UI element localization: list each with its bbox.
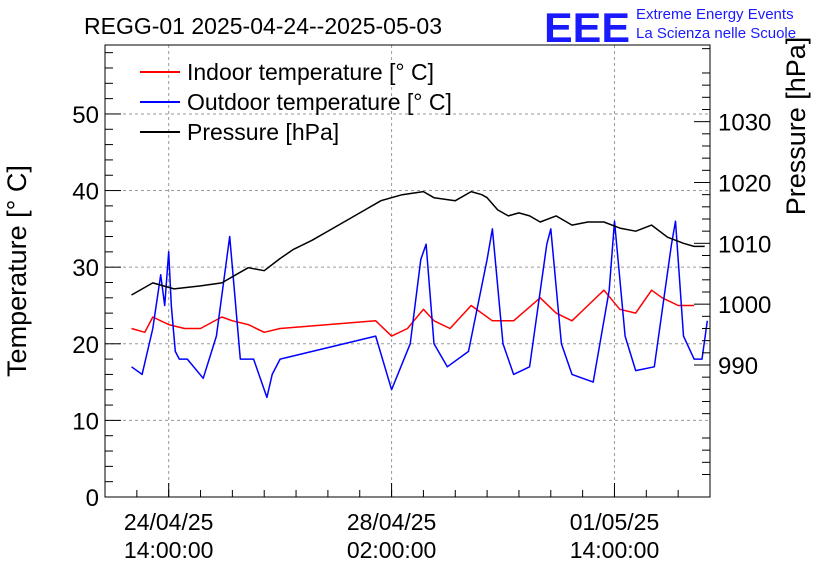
logo-line-2: La Scienza nelle Scuole xyxy=(636,25,796,42)
y-left-tick-label: 10 xyxy=(72,408,99,435)
x-tick-label-time: 14:00:00 xyxy=(570,537,660,563)
series-line-2 xyxy=(131,190,705,296)
x-tick-label-time: 14:00:00 xyxy=(124,537,214,563)
eee-logo: EEE Extreme Energy Events La Scienza nel… xyxy=(544,4,796,51)
series-line-1 xyxy=(131,220,709,399)
legend-label-0: Indoor temperature [° C] xyxy=(187,59,434,85)
legend-label-1: Outdoor temperature [° C] xyxy=(187,89,452,115)
legend: Indoor temperature [° C] Outdoor temperat… xyxy=(140,59,452,145)
x-tick-label-time: 02:00:00 xyxy=(347,537,437,563)
x-tick-label-date: 24/04/25 xyxy=(124,509,214,535)
grid-lines xyxy=(105,45,710,497)
y-right-tick-label: 990 xyxy=(718,353,758,380)
chart-title: REGG-01 2025-04-24--2025-05-03 xyxy=(84,13,442,39)
axes: 01020304050990100010101020103024/04/2514… xyxy=(72,48,771,563)
y-axis-right-label: Pressure [hPa] xyxy=(781,37,811,216)
y-left-tick-label: 40 xyxy=(72,179,99,206)
y-axis-left-label: Temperature [° C] xyxy=(2,165,32,377)
legend-label-2: Pressure [hPa] xyxy=(187,119,339,145)
plot-frame xyxy=(104,44,711,498)
y-left-tick-label: 50 xyxy=(72,102,99,129)
series-layer xyxy=(131,190,709,399)
logo-mark: EEE xyxy=(544,4,630,51)
logo-line-1: Extreme Energy Events xyxy=(636,6,794,23)
series-line-0 xyxy=(131,289,695,337)
x-tick-label-date: 01/05/25 xyxy=(570,509,660,535)
y-right-tick-label: 1000 xyxy=(718,292,771,319)
y-right-tick-label: 1030 xyxy=(718,110,771,137)
y-right-tick-label: 1010 xyxy=(718,231,771,258)
y-left-tick-label: 0 xyxy=(86,485,99,512)
y-right-tick-label: 1020 xyxy=(718,170,771,197)
y-left-tick-label: 30 xyxy=(72,255,99,282)
x-tick-label-date: 28/04/25 xyxy=(347,509,437,535)
y-left-tick-label: 20 xyxy=(72,332,99,359)
